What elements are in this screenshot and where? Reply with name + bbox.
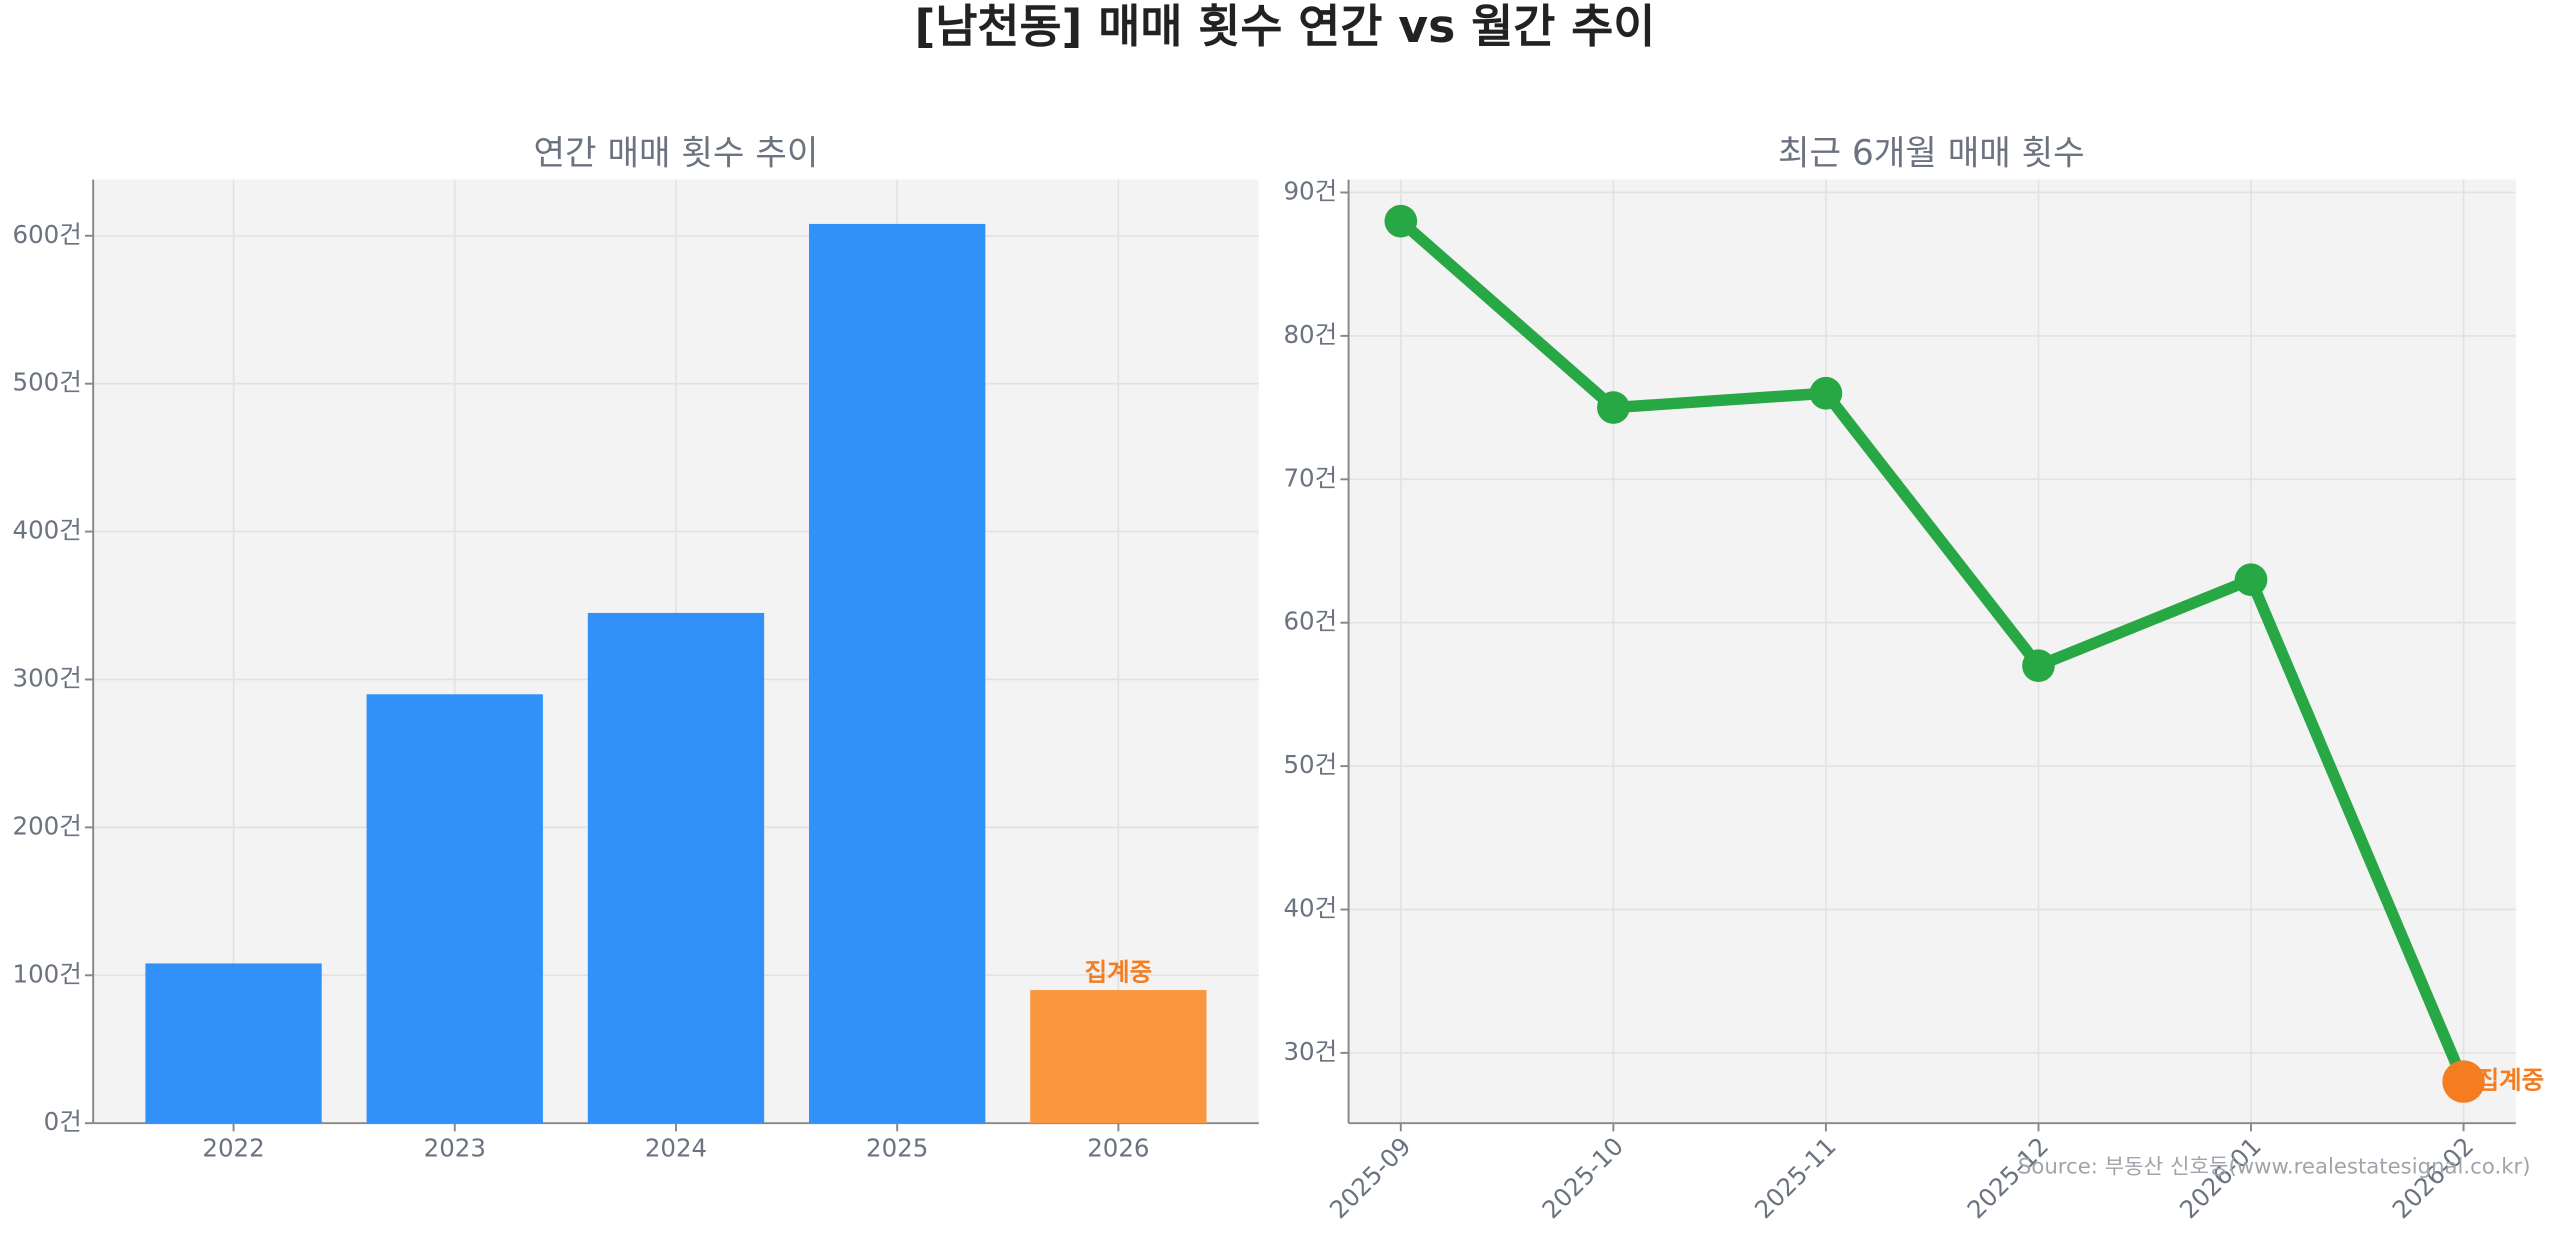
y-tick-label: 100건 [13,959,82,988]
marker [2234,563,2268,596]
y-tick-label: 70건 [1283,463,1337,492]
annotation: 집계중 [1085,958,1153,987]
x-tick-label: 2025 [866,1133,928,1162]
bar [587,612,765,1124]
bar [809,223,986,1124]
y-tick-label: 200건 [13,811,82,840]
chart-title: 연간 매매 횟수 추이 [534,134,819,174]
marker [2022,649,2055,683]
plot-area [1348,179,2516,1124]
x-tick-label: 2024 [645,1133,707,1162]
marker [1597,391,1630,424]
marker [2442,1060,2485,1103]
x-tick-label: 2026 [1087,1133,1149,1162]
bar [145,963,322,1124]
y-tick-label: 40건 [1283,894,1337,923]
annotation: 집계중 [2477,1066,2545,1095]
x-tick-label: 2025-09 [1324,1131,1417,1224]
page-title: [남천동] 매매 횟수 연간 vs 월간 추이 [914,0,1655,53]
y-tick-label: 50건 [1283,750,1337,779]
y-tick-label: 500건 [13,368,82,397]
marker [1809,376,1843,410]
bar [366,694,543,1124]
source: Source: 부동산 신호등(www.realestatesignal.co.… [2018,1154,2531,1179]
x-tick-label: 2025-10 [1536,1131,1629,1224]
x-tick-label: 2025-11 [1749,1131,1842,1224]
x-tick-label: 2022 [202,1133,264,1162]
y-tick-label: 600건 [13,220,82,249]
x-tick-label: 2023 [424,1133,486,1162]
y-tick-label: 400건 [13,516,82,545]
y-tick-label: 300건 [13,663,82,692]
y-tick-label: 30건 [1283,1037,1337,1066]
y-tick-label: 80건 [1283,320,1337,349]
y-tick-label: 0건 [44,1107,82,1136]
line [1397,216,2469,1084]
y-tick-label: 60건 [1283,607,1337,636]
bar [1030,990,1207,1124]
y-tick-label: 90건 [1283,176,1337,205]
chart-title: 최근 6개월 매매 횟수 [1778,134,2085,174]
marker [1384,204,1418,238]
